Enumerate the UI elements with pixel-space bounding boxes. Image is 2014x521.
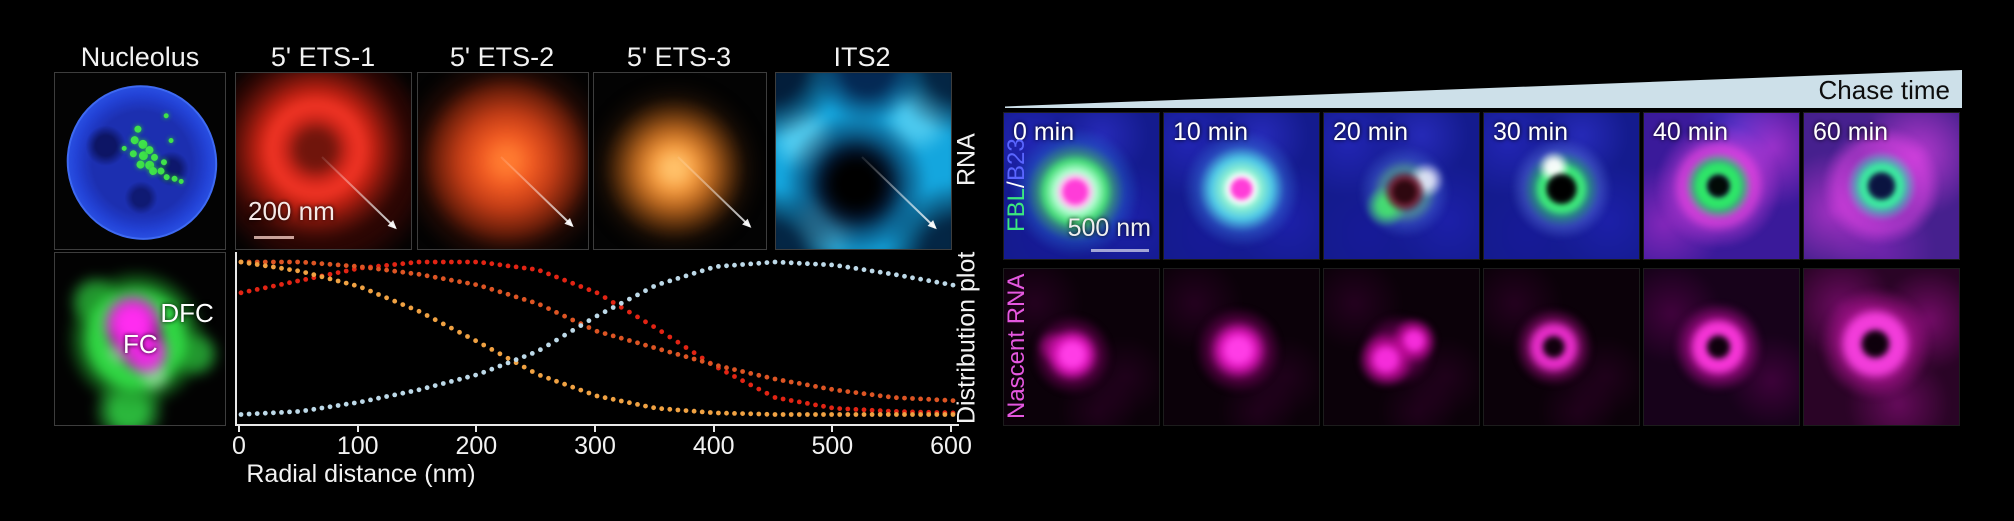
- green-fbl-dot: [128, 149, 138, 158]
- dfc-label: DFC: [160, 297, 214, 328]
- green-fbl-dot: [167, 137, 175, 144]
- tick-mark: [712, 426, 715, 432]
- series-5-ets-3: [238, 259, 956, 417]
- fc-ring-structure: [1484, 113, 1639, 259]
- nascent-rna-blob: [1004, 269, 1159, 425]
- tick-label: 0: [232, 432, 246, 460]
- arrow-icon: [677, 155, 751, 227]
- distribution-plot: [235, 252, 959, 426]
- tick-label: 100: [336, 432, 379, 460]
- arrow-icon: [861, 155, 936, 228]
- scale-bar-line: [254, 236, 294, 239]
- slash-separator: /: [1003, 181, 1030, 188]
- tick-label: 400: [692, 432, 735, 460]
- fc-ring-structure: [1804, 113, 1959, 259]
- nascent-rna-blob: [1644, 269, 1799, 425]
- tick-mark: [594, 426, 596, 432]
- tick-mark: [238, 426, 240, 432]
- nascent-rna-blob: [1164, 269, 1319, 425]
- chase-tile-nascent-rna-4: [1643, 268, 1800, 426]
- time-label: 0 min: [1013, 118, 1075, 146]
- chase-tile-fbl-b23-0: 0 min 500 nm: [1003, 112, 1160, 260]
- chase-tile-nascent-rna-0: [1003, 268, 1160, 426]
- green-fbl-dot: [163, 113, 170, 120]
- chase-tile-fbl-b23-3: 30 min: [1483, 112, 1640, 260]
- column-title-its2: ITS2: [833, 42, 891, 72]
- chase-tile-fbl-b23-4: 40 min: [1643, 112, 1800, 260]
- chase-tile-nascent-rna-1: [1163, 268, 1320, 426]
- chase-time-label: Chase time: [1818, 75, 1951, 105]
- fbl-b23-side-label: FBL / B23: [1003, 112, 1031, 258]
- x-axis-label: Radial distance (nm): [246, 460, 476, 488]
- time-label: 30 min: [1493, 118, 1569, 146]
- nascent-rna-blob: [1484, 269, 1639, 425]
- distribution-plot-side-label: Distribution plot: [952, 251, 981, 425]
- time-label: 60 min: [1813, 118, 1889, 146]
- fc-ring-structure: [1004, 113, 1159, 259]
- chase-tile-nascent-rna-3: [1483, 268, 1640, 426]
- fc-ring-structure: [1164, 113, 1319, 259]
- scale-bar-label: 200 nm: [248, 196, 335, 226]
- scale-bar-label: 500 nm: [1067, 214, 1151, 242]
- ets3-micrograph: [593, 72, 767, 250]
- tick-mark: [356, 426, 359, 432]
- column-title-ets1: 5' ETS-1: [270, 42, 376, 72]
- green-fbl-dot: [159, 158, 168, 167]
- tick-label: 600: [930, 432, 972, 460]
- tick-mark: [475, 426, 478, 432]
- fc-ring-structure: [1324, 113, 1479, 259]
- fc-dfc-micrograph: DFC FC: [54, 252, 226, 426]
- x-axis-ticks: 0 100 200 300 400 500 600: [232, 426, 972, 460]
- ets1-micrograph: 200 nm: [235, 72, 412, 250]
- scale-bar-line: [1091, 249, 1149, 252]
- fbl-label: FBL: [1003, 187, 1030, 232]
- nucleolus-micrograph: [54, 72, 226, 250]
- rna-side-label: RNA: [952, 133, 981, 187]
- chase-tile-fbl-b23-5: 60 min: [1803, 112, 1960, 260]
- tick-label: 200: [455, 432, 498, 460]
- distribution-plot-canvas: [238, 259, 956, 417]
- green-fbl-dot: [121, 145, 128, 153]
- tick-label: 300: [574, 432, 616, 460]
- time-label: 40 min: [1653, 118, 1729, 146]
- time-label: 20 min: [1333, 118, 1409, 146]
- nascent-rna-blob: [1324, 269, 1479, 425]
- tick-label: 500: [811, 432, 854, 460]
- green-fbl-dot: [171, 175, 179, 184]
- green-fbl-dot: [178, 178, 185, 185]
- column-title-nucleolus: Nucleolus: [80, 42, 200, 72]
- chase-tile-nascent-rna-2: [1323, 268, 1480, 426]
- fc-ring-structure: [1644, 113, 1799, 259]
- chase-tile-fbl-b23-2: 20 min: [1323, 112, 1480, 260]
- chase-tile-nascent-rna-5: [1803, 268, 1960, 426]
- column-title-ets3: 5' ETS-3: [626, 42, 732, 72]
- arrow-icon: [500, 155, 573, 226]
- b23-label: B23: [1003, 138, 1030, 182]
- its2-micrograph: [775, 72, 952, 250]
- time-label: 10 min: [1173, 118, 1249, 146]
- series-its2: [238, 259, 956, 417]
- tick-mark: [950, 426, 952, 432]
- ets2-micrograph: [417, 72, 589, 250]
- nascent-rna-side-label: Nascent RNA: [1003, 273, 1030, 419]
- nucleus-shape: [55, 73, 225, 249]
- fc-label: FC: [123, 328, 158, 359]
- tick-mark: [831, 426, 834, 432]
- green-fbl-dot: [162, 173, 171, 181]
- nascent-rna-blob: [1804, 269, 1959, 425]
- chase-tile-fbl-b23-1: 10 min: [1163, 112, 1320, 260]
- chase-time-wedge: Chase time: [1005, 70, 1962, 108]
- column-title-ets2: 5' ETS-2: [449, 42, 555, 72]
- green-fbl-dot: [133, 125, 143, 135]
